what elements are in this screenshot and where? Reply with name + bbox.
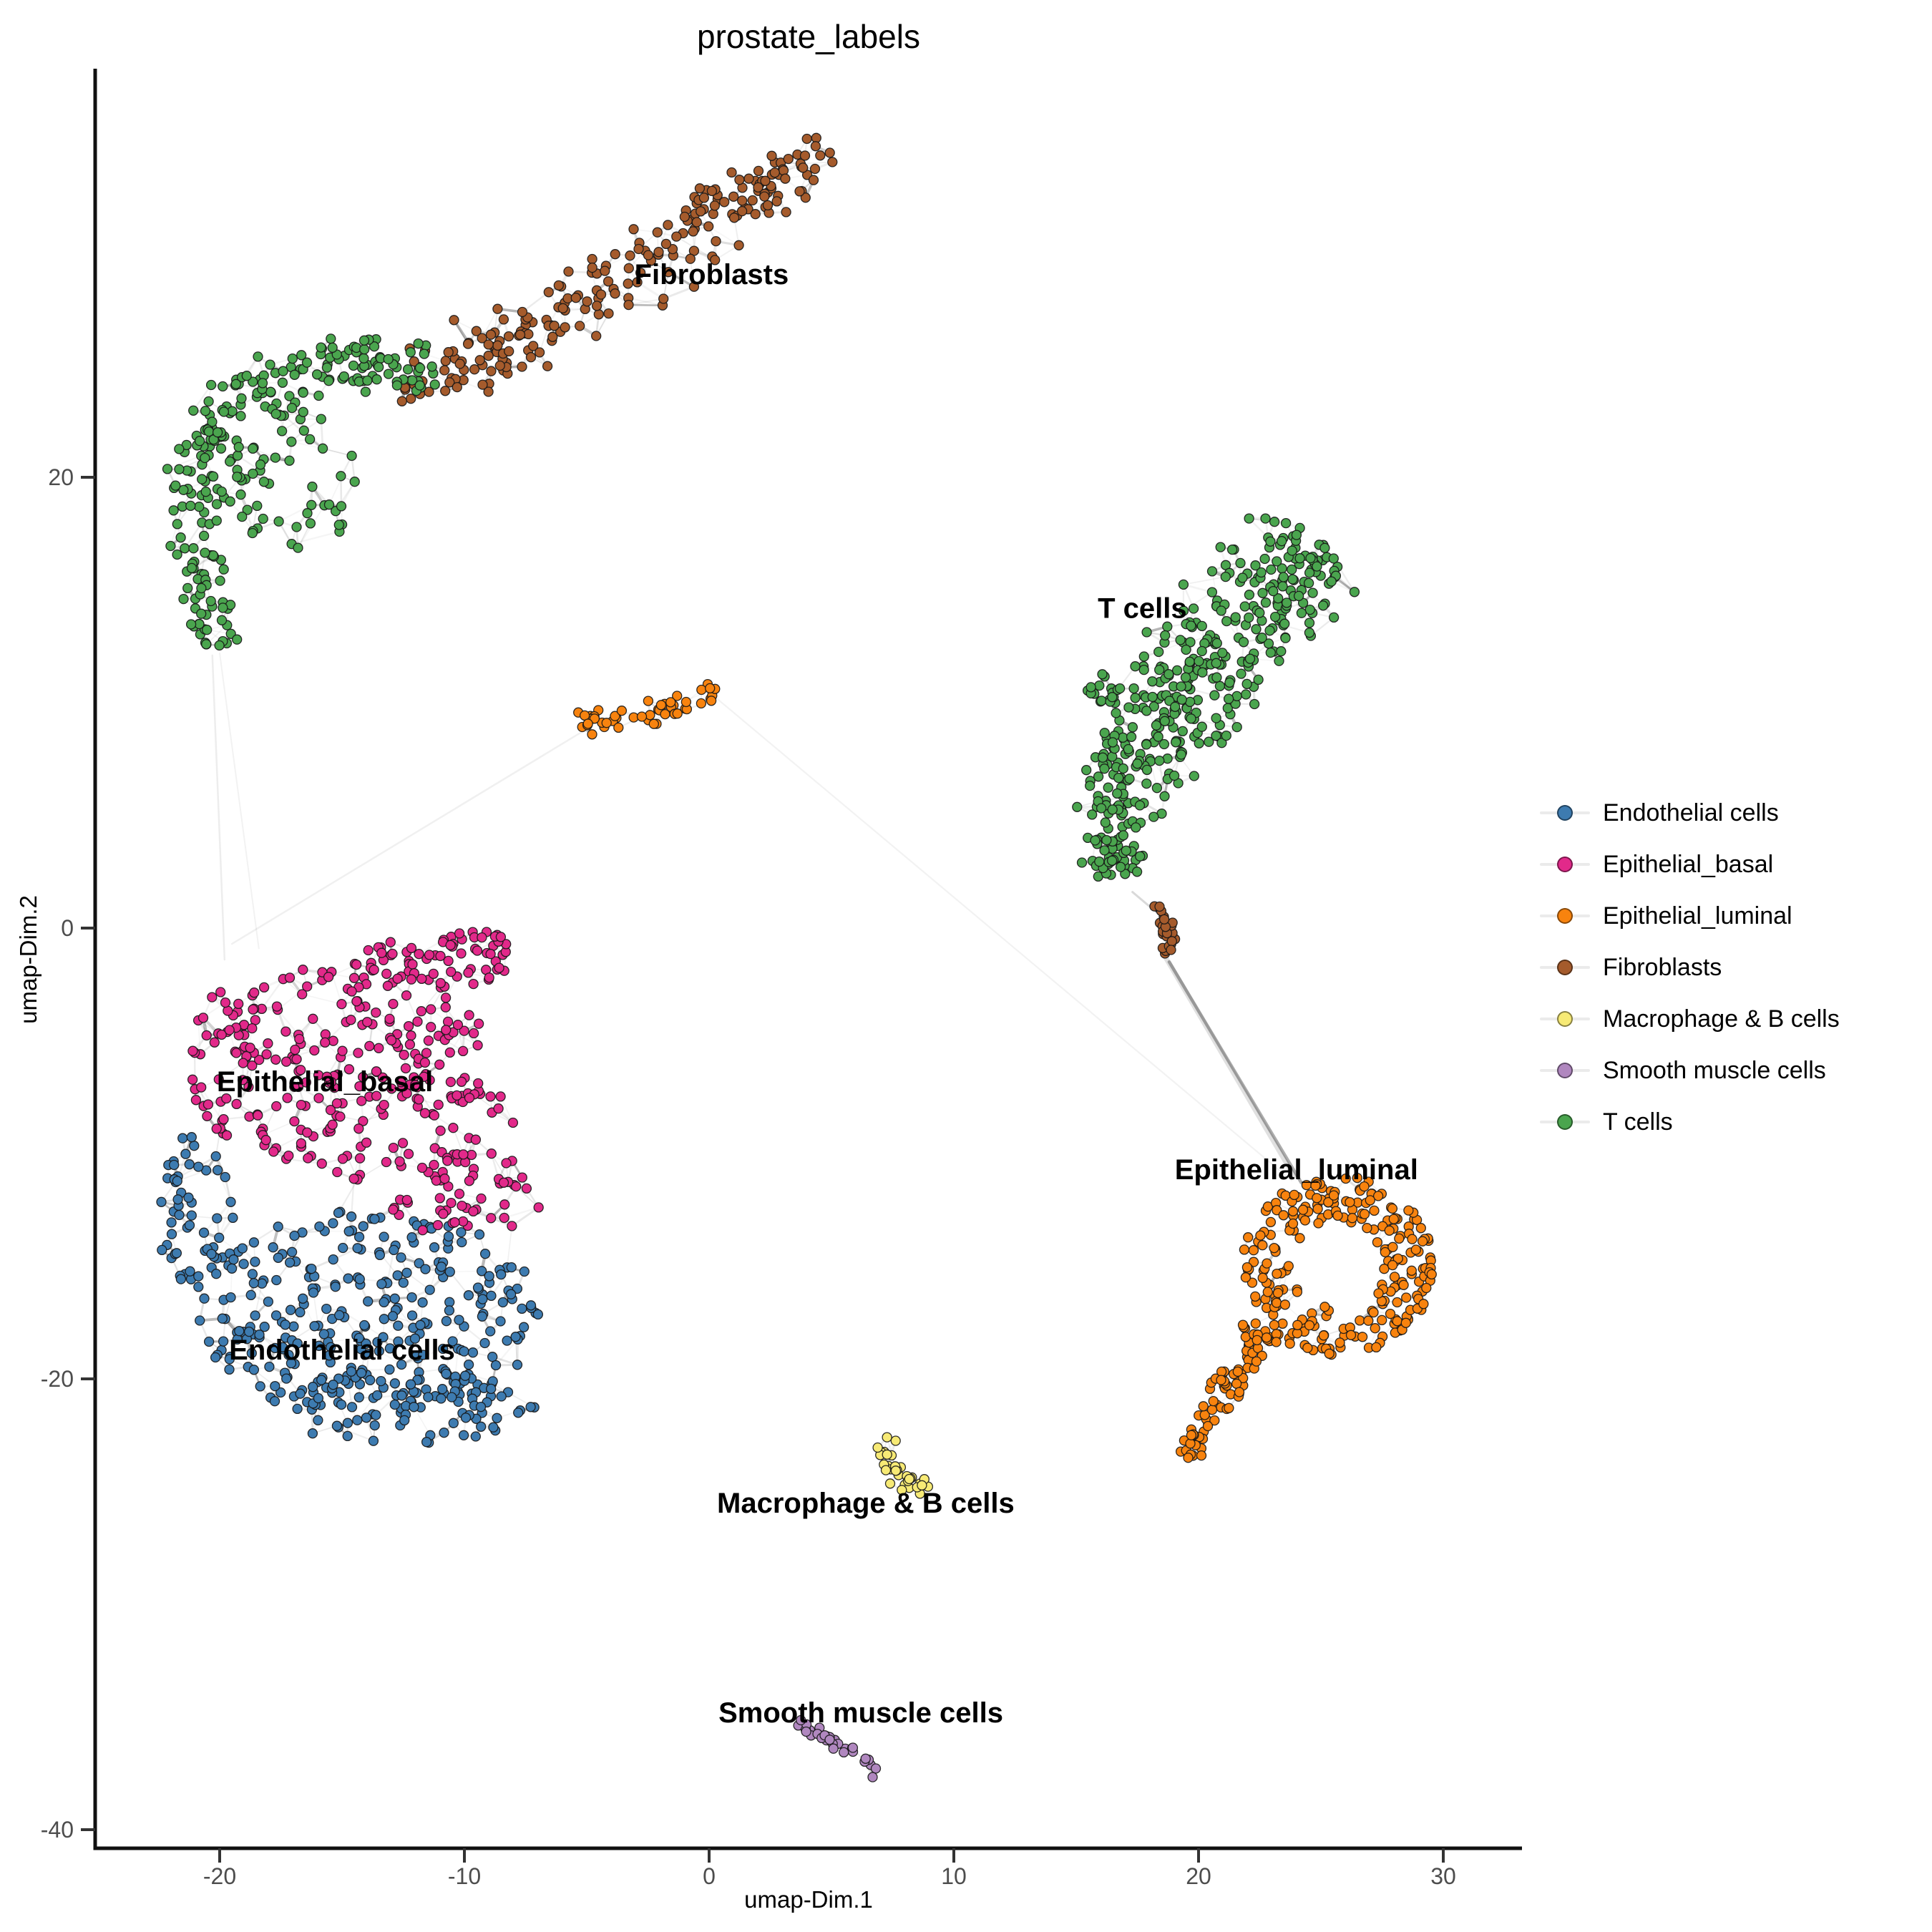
legend-dot-icon [1557,1114,1573,1130]
legend-item-endothelial: Endothelial cells [1538,787,1840,839]
cluster-label-epithelial-luminal: Epithelial_luminal [1175,1154,1418,1186]
legend-dot-icon [1557,960,1573,975]
cluster-label-layer: Endothelial cells Epithelial_basal Epithel… [217,259,1418,1729]
legend-dot-icon [1557,805,1573,821]
points-endothelial [156,1132,544,1448]
point-layer [156,132,1437,1782]
legend-item-macrophage-b: Macrophage & B cells [1538,993,1840,1045]
legend-key [1538,1062,1593,1079]
legend-dot-icon [1557,857,1573,872]
legend-label: Epithelial_luminal [1603,902,1792,930]
legend-label: Smooth muscle cells [1603,1056,1826,1084]
legend-item-epithelial-luminal: Epithelial_luminal [1538,890,1840,942]
points-macrophage-b [872,1432,934,1499]
y-axis-label: umap-Dim.2 [15,895,42,1024]
cluster-label-epithelial-basal: Epithelial_basal [217,1066,433,1098]
x-tick-label: 20 [1186,1863,1211,1889]
legend-label: Macrophage & B cells [1603,1005,1840,1033]
legend-key [1538,959,1593,976]
points-t-cells [162,333,1360,882]
legend-label: T cells [1603,1108,1673,1136]
y-tick-label: -40 [41,1817,74,1843]
long-edge-layer [211,652,1303,1185]
legend-label: Fibroblasts [1603,953,1722,981]
legend-key [1538,804,1593,821]
chart-title: prostate_labels [697,18,920,55]
legend-label: Endothelial cells [1603,799,1779,826]
legend-dot-icon [1557,908,1573,924]
legend-key [1538,1113,1593,1131]
legend-key [1538,856,1593,873]
legend-key [1538,1010,1593,1028]
x-tick-label: 10 [941,1863,967,1889]
axes: -20 -10 0 10 20 30 20 0 -20 -40 [41,69,1522,1889]
x-tick-label: 0 [703,1863,716,1889]
x-axis-label: umap-Dim.1 [744,1886,873,1913]
legend-key [1538,907,1593,924]
legend-item-fibroblasts: Fibroblasts [1538,942,1840,993]
y-tick-label: -20 [41,1366,74,1392]
legend-item-t-cells: T cells [1538,1096,1840,1148]
legend-item-epithelial-basal: Epithelial_basal [1538,839,1840,890]
points-smooth-muscle [793,1714,882,1782]
y-tick-label: 20 [48,464,74,490]
y-tick-label: 0 [61,915,74,941]
cluster-label-smooth-muscle: Smooth muscle cells [718,1697,1003,1729]
legend-dot-icon [1557,1011,1573,1027]
cluster-label-t-cells: T cells [1098,592,1187,624]
legend-dot-icon [1557,1063,1573,1078]
points-epithelial-basal [187,927,544,1236]
cluster-label-fibroblasts: Fibroblasts [635,259,789,291]
points-fibroblasts [396,132,1181,959]
x-tick-label: -20 [203,1863,236,1889]
x-tick-label: 30 [1430,1863,1456,1889]
points-epithelial-luminal [573,678,1437,1463]
cluster-label-macrophage-b: Macrophage & B cells [717,1488,1015,1519]
legend-label: Epithelial_basal [1603,850,1774,878]
legend: Endothelial cells Epithelial_basal Epith… [1538,787,1840,1148]
x-tick-label: -10 [448,1863,481,1889]
cluster-label-endothelial: Endothelial cells [229,1335,455,1366]
legend-item-smooth-muscle: Smooth muscle cells [1538,1045,1840,1096]
